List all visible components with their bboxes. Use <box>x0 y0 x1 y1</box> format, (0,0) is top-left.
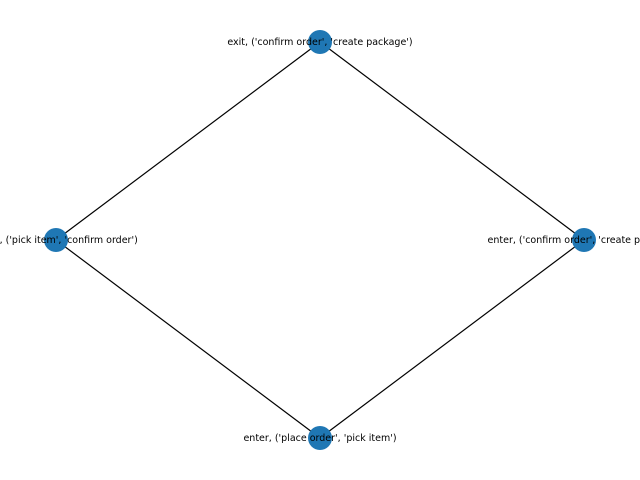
node-top-label: exit, ('confirm order', 'create package'… <box>227 37 412 48</box>
node-bottom[interactable] <box>308 426 332 450</box>
node-left-label: enter, ('pick item', 'confirm order') <box>0 235 138 246</box>
edge-right-to-top <box>319 41 585 241</box>
node-right-label: enter, ('confirm order', 'create package… <box>488 235 640 246</box>
nodes-layer <box>44 30 596 450</box>
labels-layer: exit, ('confirm order', 'create package'… <box>0 37 640 444</box>
edge-bottom-to-right <box>319 239 585 439</box>
edges-layer <box>55 41 585 439</box>
node-right[interactable] <box>572 228 596 252</box>
edge-left-to-top <box>55 41 321 241</box>
node-top[interactable] <box>308 30 332 54</box>
node-bottom-label: enter, ('place order', 'pick item') <box>243 433 396 444</box>
node-left[interactable] <box>44 228 68 252</box>
edge-bottom-to-left <box>55 239 321 439</box>
